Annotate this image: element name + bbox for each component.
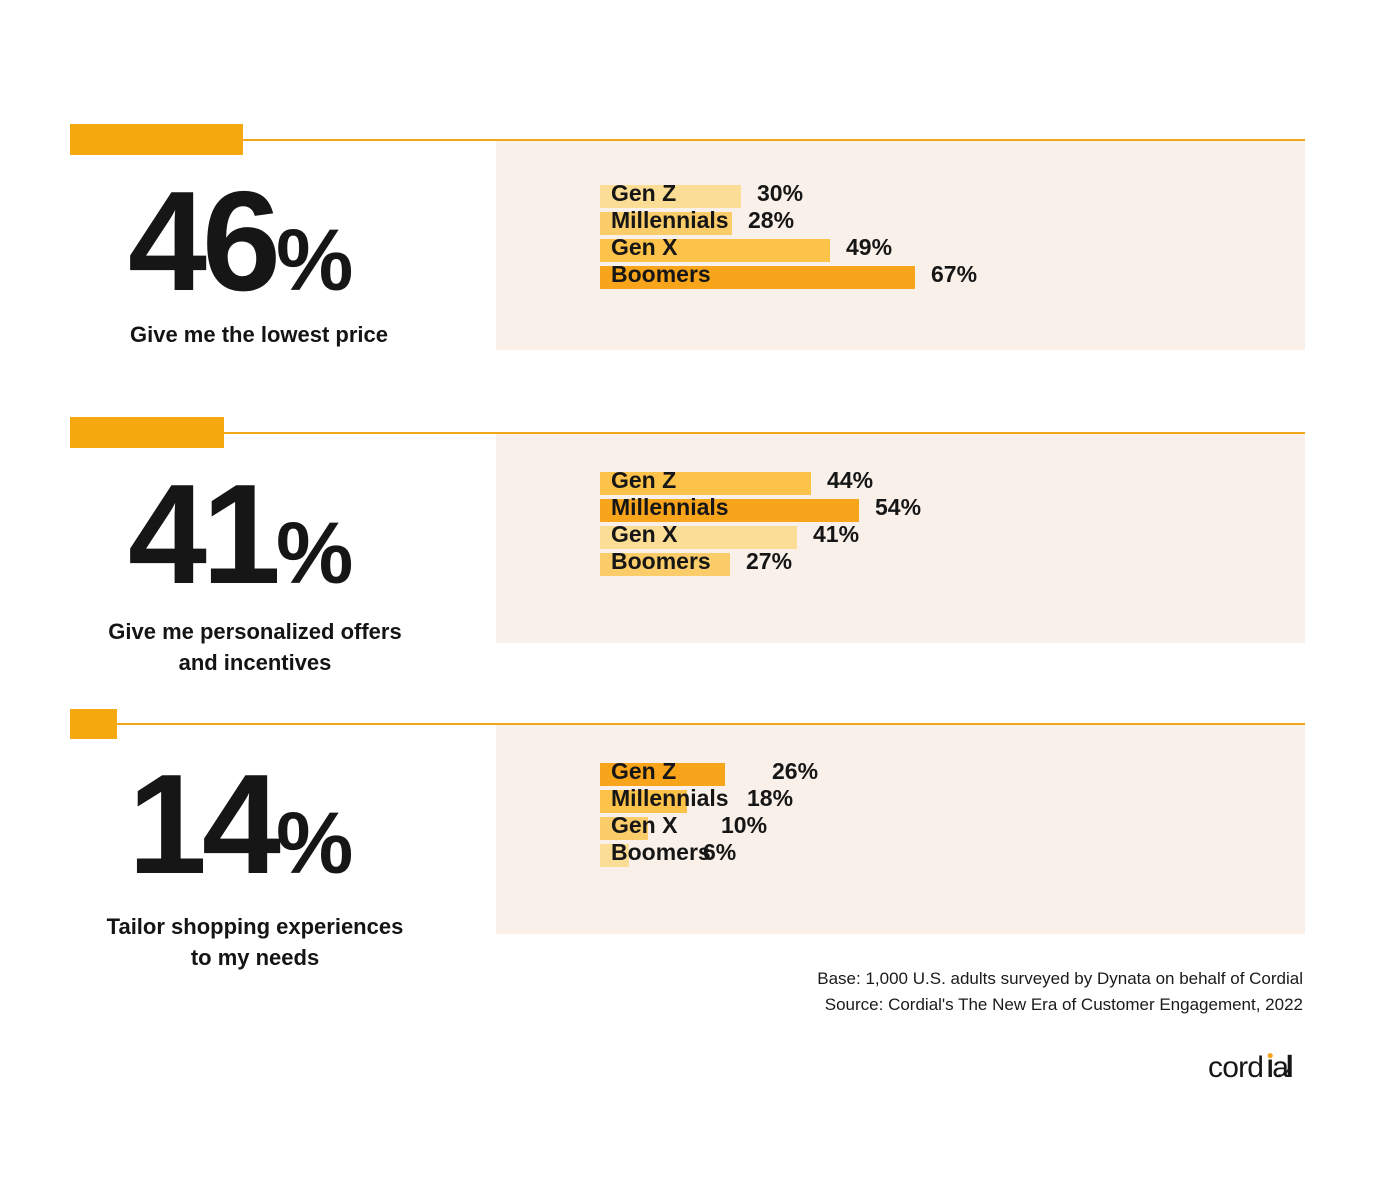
svg-text:a: a [1272, 1051, 1289, 1084]
svg-text:cord: cord [1208, 1051, 1263, 1084]
